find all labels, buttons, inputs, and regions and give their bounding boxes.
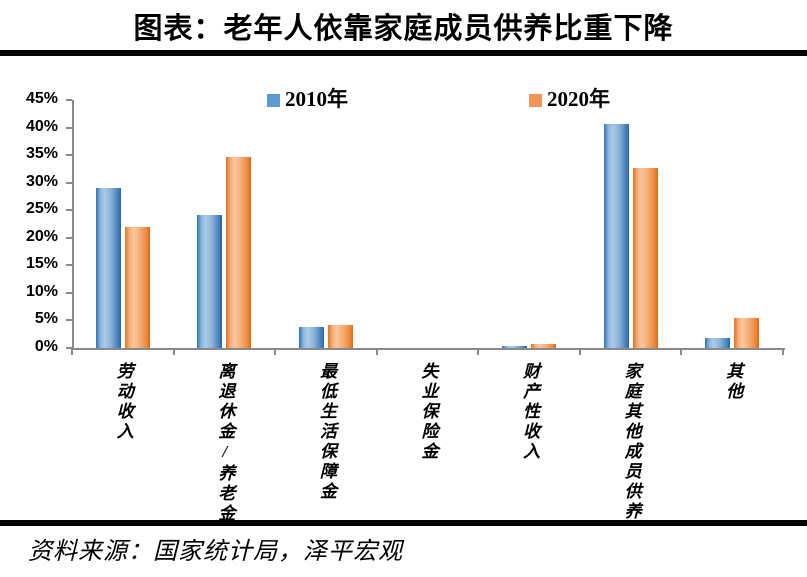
y-tick-mark xyxy=(66,347,72,349)
y-tick-mark xyxy=(66,291,72,294)
y-tick-mark xyxy=(66,319,72,322)
x-tick-mark xyxy=(578,349,581,355)
y-tick-label: 15% xyxy=(25,255,58,273)
legend-item-2020: 2020年 xyxy=(529,83,610,113)
page-title: 图表：老年人依靠家庭成员供养比重下降 xyxy=(133,13,674,45)
y-tick-mark xyxy=(66,99,72,101)
legend-swatch-2010-icon xyxy=(267,94,280,107)
y-tick-mark xyxy=(66,154,72,157)
bar-2020年-离退休金/养老金 xyxy=(226,156,252,348)
category-label-text: 最低生活保障金 xyxy=(316,362,336,502)
y-tick-label: 5% xyxy=(34,310,58,328)
bar-2010年-财产性收入 xyxy=(502,345,528,348)
category-labels: 劳动收入 离退休金/养老金 最低生活保障金 失业保险金 财产性收入 家庭其他成员供养 其他 xyxy=(72,362,783,524)
y-tick-label: 25% xyxy=(25,200,58,218)
bar-group xyxy=(377,100,479,348)
category-label-text: 财产性收入 xyxy=(520,362,540,462)
x-tick-mark xyxy=(71,349,73,355)
bar-2020年-劳动收入 xyxy=(124,226,150,348)
category-label: 最低生活保障金 xyxy=(275,362,377,524)
y-tick-label: 40% xyxy=(25,117,58,135)
y-tick-label: 30% xyxy=(25,172,58,190)
source-note: 资料来源：国家统计局，泽平宏观 xyxy=(28,539,403,565)
x-tick-mark xyxy=(274,349,277,355)
legend-label-2010: 2010年 xyxy=(285,87,348,111)
legend-label-2020: 2020年 xyxy=(547,87,610,111)
y-tick-mark xyxy=(66,264,72,267)
bar-2020年-家庭其他成员供养 xyxy=(632,167,658,348)
x-tick-mark xyxy=(375,349,378,355)
y-tick-mark xyxy=(66,209,72,212)
bar-2010年-其他 xyxy=(705,338,731,348)
bar-group xyxy=(478,100,580,348)
bar-2010年-家庭其他成员供养 xyxy=(603,123,629,348)
category-label-text: 其他 xyxy=(723,362,743,402)
category-label-text: 家庭其他成员供养 xyxy=(621,362,641,522)
bar-2010年-劳动收入 xyxy=(95,187,121,348)
legend-item-2010: 2010年 xyxy=(267,83,348,113)
y-tick-mark xyxy=(66,236,72,239)
category-label: 离退休金/养老金 xyxy=(174,362,276,524)
y-tick-label: 0% xyxy=(34,338,58,355)
bar-groups xyxy=(72,100,783,348)
y-tick-label: 45% xyxy=(25,90,58,107)
bar-2020年-其他 xyxy=(734,317,760,348)
y-tick-mark xyxy=(66,181,72,184)
category-label-text: 失业保险金 xyxy=(418,362,438,462)
bar-group xyxy=(580,100,682,348)
bar-2020年-最低生活保障金 xyxy=(327,324,353,348)
bar-group xyxy=(72,100,174,348)
x-tick-mark xyxy=(477,349,480,355)
bar-2010年-最低生活保障金 xyxy=(298,326,324,348)
category-label: 其他 xyxy=(681,362,783,524)
x-tick-mark xyxy=(680,349,683,355)
y-tick-label: 35% xyxy=(25,145,58,163)
category-label: 劳动收入 xyxy=(72,362,174,524)
category-label-text: 劳动收入 xyxy=(113,362,133,442)
plot-area xyxy=(72,100,785,350)
x-tick-mark xyxy=(782,349,784,355)
category-label: 财产性收入 xyxy=(478,362,580,524)
footer-divider xyxy=(0,520,807,526)
title-divider xyxy=(0,50,807,56)
category-label-text: 离退休金/养老金 xyxy=(215,362,235,524)
x-tick-mark xyxy=(172,349,175,355)
category-label: 家庭其他成员供养 xyxy=(580,362,682,524)
y-tick-label: 10% xyxy=(25,282,58,300)
bar-group xyxy=(681,100,783,348)
bar-2010年-离退休金/养老金 xyxy=(197,215,223,348)
legend-swatch-2020-icon xyxy=(529,94,542,107)
y-tick-mark xyxy=(66,126,72,129)
y-tick-label: 20% xyxy=(25,227,58,245)
category-label: 失业保险金 xyxy=(377,362,479,524)
bar-group xyxy=(275,100,377,348)
bar-2020年-财产性收入 xyxy=(531,343,557,348)
bar-group xyxy=(174,100,276,348)
